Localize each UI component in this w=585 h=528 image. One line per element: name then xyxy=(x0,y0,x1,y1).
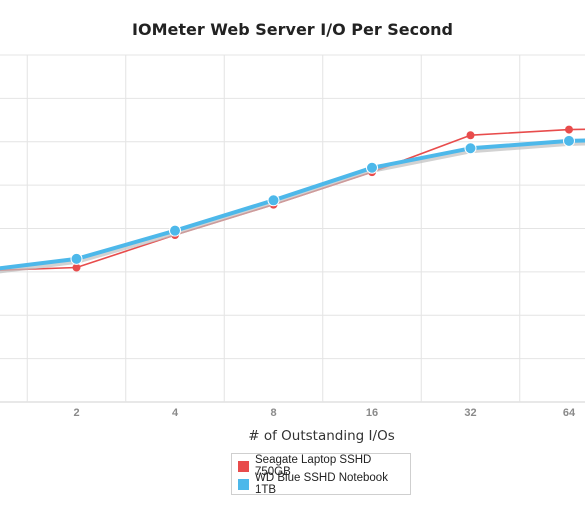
legend-label-seagate: Seagate Laptop SSHD 750GB xyxy=(255,454,372,478)
legend-swatch-seagate xyxy=(238,460,249,472)
data-point xyxy=(466,131,475,140)
x-tick-label: 2 xyxy=(73,407,79,419)
data-point xyxy=(366,161,378,174)
data-point xyxy=(565,125,573,134)
data-point xyxy=(72,263,81,272)
grid xyxy=(0,54,585,403)
legend-entry-seagate[interactable]: Seagate Laptop SSHD 750GB xyxy=(238,454,404,478)
chart-title: IOMeter Web Server I/O Per Second xyxy=(132,20,453,39)
data-point xyxy=(169,224,181,237)
data-point xyxy=(464,142,477,155)
series-line xyxy=(0,138,585,271)
legend-label-wd: WD Blue SSHD Notebook 1TB xyxy=(255,472,388,496)
x-tick-label: 8 xyxy=(270,407,276,419)
x-tick-label: 16 xyxy=(366,407,378,419)
legend-entry-wd[interactable]: WD Blue SSHD Notebook 1TB xyxy=(238,472,404,496)
series-layer xyxy=(0,125,585,274)
series-line-shadow xyxy=(0,139,585,274)
x-tick-label: 32 xyxy=(464,407,476,419)
x-axis-title: # of Outstanding I/Os xyxy=(248,428,395,444)
data-point xyxy=(563,134,575,147)
data-point xyxy=(70,252,83,265)
data-point xyxy=(267,194,280,207)
x-tick-label: 4 xyxy=(172,407,179,419)
legend: Seagate Laptop SSHD 750GB WD Blue SSHD N… xyxy=(231,453,411,496)
x-tick-label: 64 xyxy=(563,407,576,419)
series-wd xyxy=(0,134,585,274)
legend-swatch-wd xyxy=(238,478,249,490)
x-tick-labels: 2 4 8 16 32 64 xyxy=(73,407,576,419)
